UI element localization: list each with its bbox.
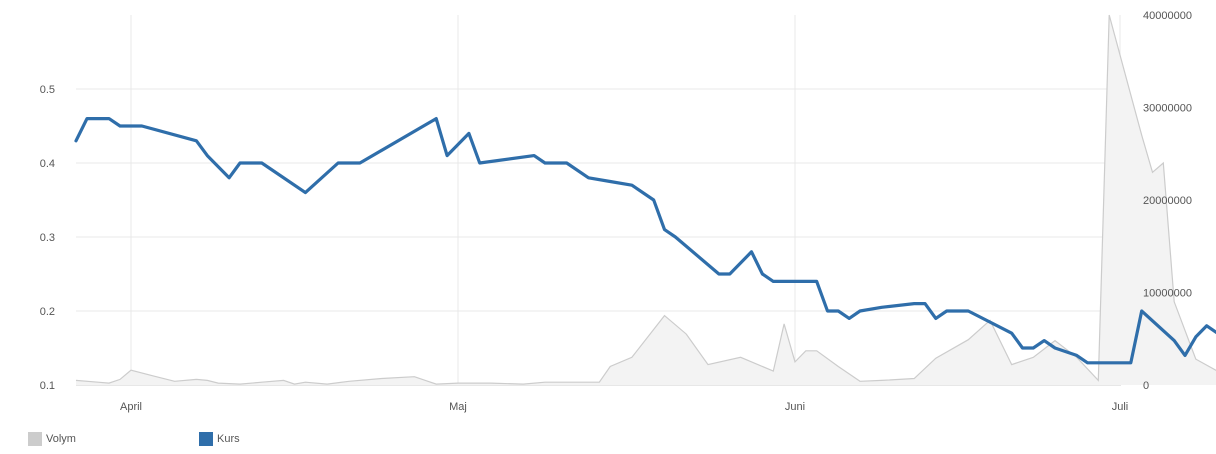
y-right-tick-label: 10000000 — [1143, 288, 1192, 300]
x-tick-label: April — [120, 401, 142, 413]
x-tick-label: Juli — [1112, 401, 1129, 413]
y-left-tick-label: 0.1 — [40, 380, 55, 392]
legend-label-kurs: Kurs — [217, 433, 240, 445]
axes: 0.1 0.2 0.3 0.4 0.5 April Maj Juni Juli 0 10000000… — [40, 10, 1192, 413]
y-right-tick-label: 40000000 — [1143, 10, 1192, 22]
volym-area-fill — [76, 15, 1216, 385]
y-right-tick-label: 20000000 — [1143, 195, 1192, 207]
y-right-tick-label: 0 — [1143, 380, 1149, 392]
legend-item-volym[interactable]: Volym — [28, 432, 76, 446]
x-tick-label: Maj — [449, 401, 467, 413]
x-tick-label: Juni — [785, 401, 805, 413]
volym-series-line — [75, 14, 1216, 385]
legend-item-kurs[interactable]: Kurs — [199, 432, 240, 446]
legend-label-volym: Volym — [46, 433, 76, 445]
y-left-tick-label: 0.4 — [40, 158, 55, 170]
y-right-tick-label: 30000000 — [1143, 103, 1192, 115]
grid-lines — [76, 15, 1121, 386]
kurs-series-line — [74, 117, 1216, 365]
legend-swatch-kurs — [199, 432, 213, 446]
y-left-tick-label: 0.2 — [40, 306, 55, 318]
plot-area — [74, 14, 1216, 385]
y-left-tick-label: 0.3 — [40, 232, 55, 244]
y-left-tick-label: 0.5 — [40, 84, 55, 96]
legend-swatch-volym — [28, 432, 42, 446]
